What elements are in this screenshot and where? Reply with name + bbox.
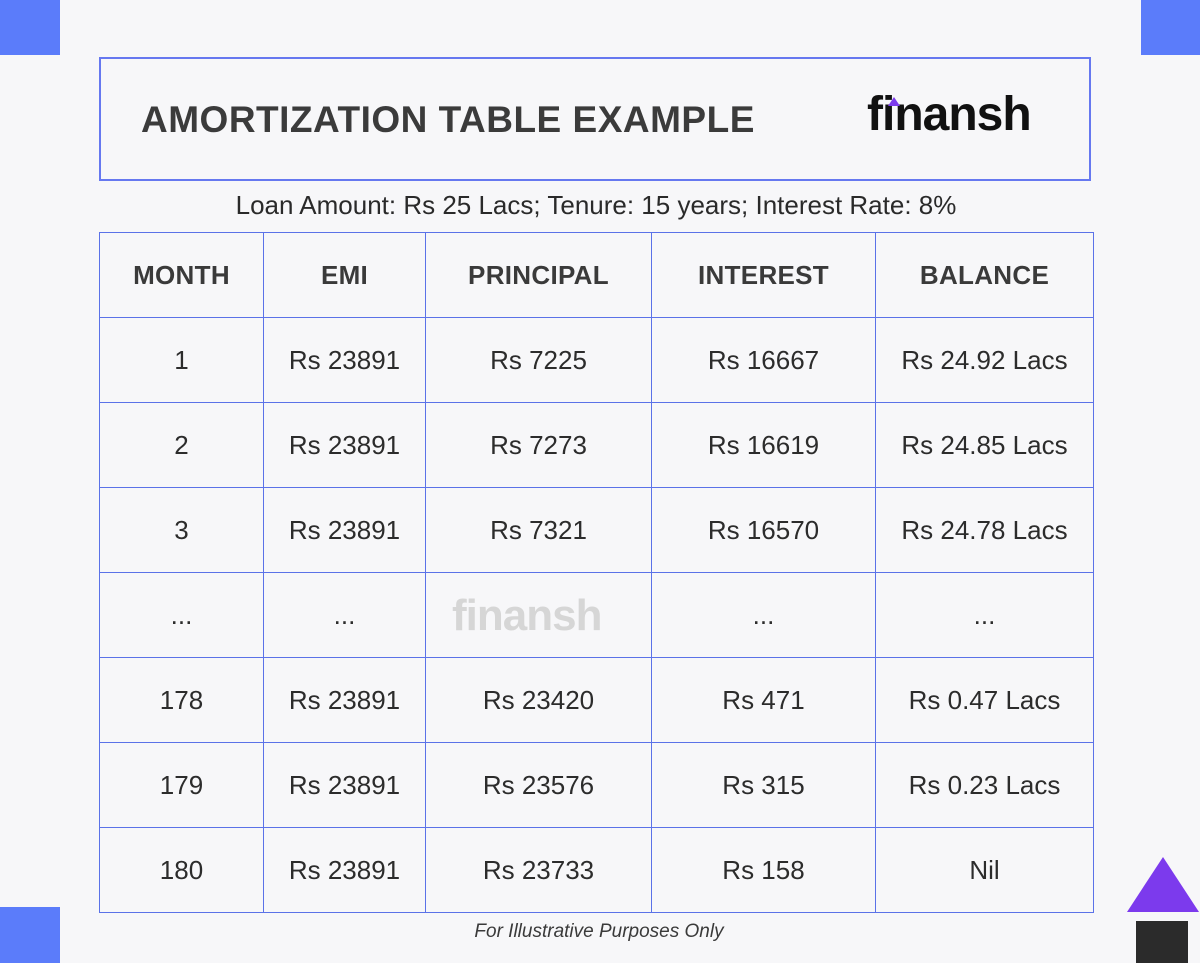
cell-principal: Rs 7321 bbox=[425, 487, 652, 573]
cell-emi: ... bbox=[263, 572, 426, 658]
cell-month: ... bbox=[99, 572, 264, 658]
cell-emi: Rs 23891 bbox=[263, 827, 426, 913]
cell-month: 180 bbox=[99, 827, 264, 913]
cell-interest: ... bbox=[651, 572, 876, 658]
cell-emi: Rs 23891 bbox=[263, 317, 426, 403]
cell-interest: Rs 315 bbox=[651, 742, 876, 828]
cell-balance: ... bbox=[875, 572, 1094, 658]
table-row: 3 Rs 23891 Rs 7321 Rs 16570 Rs 24.78 Lac… bbox=[99, 487, 1094, 573]
cell-interest: Rs 158 bbox=[651, 827, 876, 913]
loan-details: Loan Amount: Rs 25 Lacs; Tenure: 15 year… bbox=[235, 190, 957, 220]
cell-balance: Rs 0.23 Lacs bbox=[875, 742, 1094, 828]
table-row: 178 Rs 23891 Rs 23420 Rs 471 Rs 0.47 Lac… bbox=[99, 657, 1094, 743]
cell-principal: Rs 23733 bbox=[425, 827, 652, 913]
cell-emi: Rs 23891 bbox=[263, 487, 426, 573]
cell-principal: Rs 23420 bbox=[425, 657, 652, 743]
cell-month: 179 bbox=[99, 742, 264, 828]
table-row: 180 Rs 23891 Rs 23733 Rs 158 Nil bbox=[99, 827, 1094, 913]
table-row: 1 Rs 23891 Rs 7225 Rs 16667 Rs 24.92 Lac… bbox=[99, 317, 1094, 403]
cell-month: 178 bbox=[99, 657, 264, 743]
cell-balance: Rs 24.85 Lacs bbox=[875, 402, 1094, 488]
cell-interest: Rs 16570 bbox=[651, 487, 876, 573]
corner-square-bottom-right bbox=[1136, 921, 1188, 963]
corner-square-top-right bbox=[1141, 0, 1200, 55]
table-header-row: MONTH EMI PRINCIPAL INTEREST BALANCE bbox=[99, 232, 1094, 318]
table-row: 179 Rs 23891 Rs 23576 Rs 315 Rs 0.23 Lac… bbox=[99, 742, 1094, 828]
header-principal: PRINCIPAL bbox=[425, 232, 652, 318]
cell-principal: Rs 23576 bbox=[425, 742, 652, 828]
cell-emi: Rs 23891 bbox=[263, 402, 426, 488]
watermark: finansh bbox=[452, 591, 602, 640]
cell-month: 1 bbox=[99, 317, 264, 403]
cell-month: 3 bbox=[99, 487, 264, 573]
cell-principal: Rs 7273 bbox=[425, 402, 652, 488]
cell-month: 2 bbox=[99, 402, 264, 488]
footnote: For Illustrative Purposes Only bbox=[474, 921, 724, 942]
page-title: AMORTIZATION TABLE EXAMPLE bbox=[141, 99, 755, 140]
corner-square-top-left bbox=[0, 0, 60, 55]
header-emi: EMI bbox=[263, 232, 426, 318]
cell-emi: Rs 23891 bbox=[263, 657, 426, 743]
cell-balance: Rs 24.78 Lacs bbox=[875, 487, 1094, 573]
cell-interest: Rs 16667 bbox=[651, 317, 876, 403]
cell-balance: Nil bbox=[875, 827, 1094, 913]
cell-balance: Rs 0.47 Lacs bbox=[875, 657, 1094, 743]
corner-triangle-icon bbox=[1127, 857, 1199, 912]
cell-interest: Rs 471 bbox=[651, 657, 876, 743]
cell-principal: Rs 7225 bbox=[425, 317, 652, 403]
header-interest: INTEREST bbox=[651, 232, 876, 318]
brand-logo: finansh bbox=[867, 87, 1032, 142]
cell-balance: Rs 24.92 Lacs bbox=[875, 317, 1094, 403]
cell-principal bbox=[425, 572, 652, 658]
amortization-table: MONTH EMI PRINCIPAL INTEREST BALANCE 1 R… bbox=[99, 232, 1094, 913]
header-balance: BALANCE bbox=[875, 232, 1094, 318]
corner-square-bottom-left bbox=[0, 907, 60, 963]
header-box: AMORTIZATION TABLE EXAMPLE finansh bbox=[99, 57, 1091, 181]
cell-emi: Rs 23891 bbox=[263, 742, 426, 828]
table-row-ellipsis: ... ... ... ... bbox=[99, 572, 1094, 658]
header-month: MONTH bbox=[99, 232, 264, 318]
cell-interest: Rs 16619 bbox=[651, 402, 876, 488]
table-row: 2 Rs 23891 Rs 7273 Rs 16619 Rs 24.85 Lac… bbox=[99, 402, 1094, 488]
brand-name: finansh bbox=[867, 88, 1032, 141]
brand-triangle-icon bbox=[888, 97, 900, 106]
